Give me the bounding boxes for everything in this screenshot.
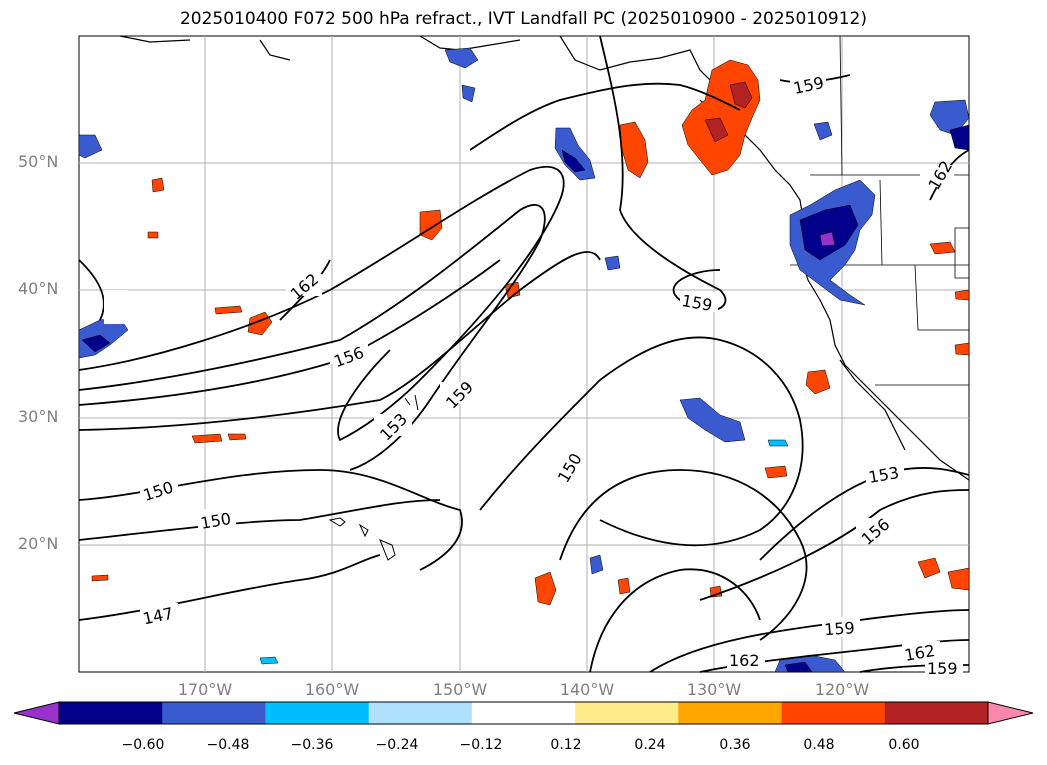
lon-label: 140°W — [559, 680, 615, 699]
colorbar-segment — [678, 702, 783, 724]
colorbar-segment — [781, 702, 886, 724]
colorbar-segment — [162, 702, 266, 724]
lon-label: 170°W — [177, 680, 233, 699]
lat-label: 30°N — [18, 407, 59, 426]
positive-anomaly-patches — [91, 59, 970, 606]
lat-label: 50°N — [18, 152, 59, 171]
colorbar — [13, 701, 1034, 725]
contour-label: 159 — [824, 618, 856, 639]
colorbar-tick-label: 0.24 — [634, 737, 666, 753]
colorbar-tick-label: −0.12 — [459, 737, 503, 753]
colorbar-tick-label: 0.36 — [719, 737, 751, 753]
plot-frame — [78, 35, 970, 673]
islands — [328, 394, 419, 561]
lon-label: 130°W — [686, 680, 742, 699]
colorbar-segment — [575, 702, 679, 724]
colorbar-tick-label: 0.60 — [888, 737, 920, 753]
colorbar-segment — [368, 702, 473, 724]
negative-anomaly-patches — [78, 47, 970, 673]
colorbar-tick-label: −0.48 — [206, 737, 250, 753]
colorbar-extend-right — [987, 701, 1034, 725]
map-title: 2025010400 F072 500 hPa refract., IVT La… — [179, 9, 867, 29]
colorbar-segment — [59, 702, 163, 724]
contour-label: 162 — [729, 651, 760, 670]
lon-label: 160°W — [304, 680, 360, 699]
colorbar-segment — [265, 702, 370, 724]
colorbar-tick-label: 0.12 — [550, 737, 582, 753]
colorbar-segment — [884, 702, 989, 724]
lon-label: 120°W — [814, 680, 870, 699]
colorbar-frame — [58, 701, 989, 725]
colorbar-tick-label: −0.24 — [375, 737, 419, 753]
map-panel: 159 162 162 156 159 153 159 150 150 150 … — [78, 35, 970, 678]
colorbar-extend-left — [13, 701, 60, 725]
lat-label: 40°N — [18, 279, 59, 298]
colorbar-segment — [471, 702, 576, 724]
colorbar-tick-label: −0.60 — [121, 737, 165, 753]
borders — [790, 35, 970, 386]
lon-label: 150°W — [432, 680, 488, 699]
contour-label: 159 — [927, 659, 958, 678]
lat-label: 20°N — [18, 534, 59, 553]
colorbar-tick-label: 0.48 — [803, 737, 835, 753]
colorbar-tick-label: −0.36 — [290, 737, 334, 753]
